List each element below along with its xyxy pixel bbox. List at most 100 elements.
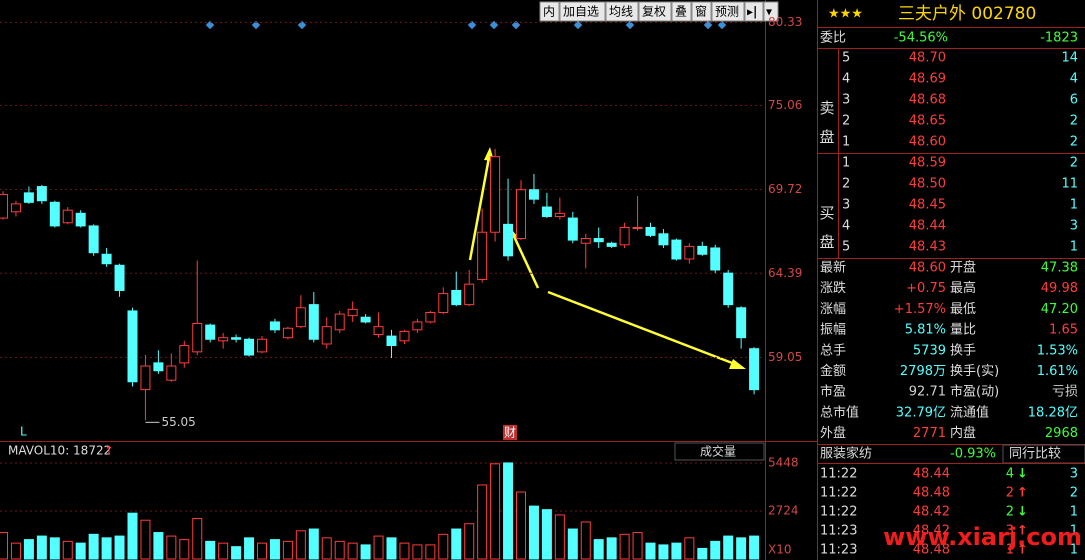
toolbar-button[interactable] (638, 1, 672, 22)
stat-label: 换手(实) (950, 364, 999, 379)
y-tick-label: 80.33 (768, 15, 802, 29)
volume-bar (308, 528, 319, 560)
volume-bar (153, 532, 164, 560)
volume-bar (347, 542, 358, 560)
candle-body (645, 227, 656, 236)
level: 4 (842, 219, 850, 234)
candle-body (257, 338, 267, 353)
volume-selector[interactable] (674, 442, 765, 461)
candle-body (658, 233, 669, 246)
candle-body (593, 238, 604, 243)
trade-count: 3 (1070, 467, 1078, 482)
candle-body (244, 338, 255, 356)
toolbar-button[interactable] (691, 1, 712, 22)
volume: 2 (1070, 156, 1078, 171)
toolbar-button[interactable] (763, 1, 779, 22)
stat-label: 市盈(动) (950, 384, 999, 400)
stat-label: 涨跌 (820, 280, 846, 296)
stock-title: 三夫户外 002780 (898, 4, 1036, 24)
candle-body (321, 326, 332, 345)
candle-body (0, 193, 8, 219)
candle-body (580, 238, 591, 244)
trade-count: 2 (1070, 486, 1078, 501)
stat-label: 金额 (820, 363, 846, 379)
toolbar-button[interactable] (711, 1, 745, 22)
stat-label: 内盘 (950, 425, 976, 441)
volume-bar (88, 533, 99, 560)
volume-bar (671, 542, 682, 560)
toolbar-button[interactable] (539, 1, 560, 22)
low-label: 55.05 (161, 415, 195, 429)
price: 48.45 (909, 198, 946, 213)
candle-body (412, 321, 423, 331)
candle-body (218, 337, 229, 342)
volume-bar (282, 540, 293, 560)
volume: 1 (1070, 198, 1078, 213)
stat-value: 48.60 (909, 261, 946, 276)
volume-bar (684, 537, 695, 560)
ratio-diff: -1823 (1040, 31, 1078, 46)
candle-body (295, 307, 306, 328)
volume-unit: X10 (768, 543, 792, 557)
y-tick-label: 59.05 (768, 350, 802, 364)
candle-body (308, 304, 319, 340)
volume-bar (0, 532, 8, 560)
volume-bar (257, 542, 267, 560)
candle-body (619, 227, 630, 246)
trade-count: 1 (1070, 524, 1078, 539)
volume-bar (192, 517, 203, 560)
marker-box (503, 425, 517, 440)
y-tick-label: 2724 (768, 503, 799, 517)
candle-body (75, 212, 86, 227)
volume-bar (140, 519, 151, 560)
volume: 11 (1061, 177, 1078, 192)
candle-body (671, 239, 682, 260)
volume-bar (386, 537, 397, 560)
candle-body (205, 324, 216, 340)
price: 48.68 (909, 93, 946, 108)
candle-body (710, 247, 721, 271)
volume-bar (567, 528, 578, 560)
stat-value: 18.28亿 (1028, 405, 1078, 420)
watermark: www.xiarj.com (883, 523, 1082, 551)
toolbar-button[interactable] (671, 1, 692, 22)
y-tick-label: 5448 (768, 455, 799, 469)
side-label: 买盘 (818, 205, 836, 263)
price: 48.60 (909, 135, 946, 150)
trade-price: 48.42 (913, 505, 950, 520)
stat-label: 量比 (950, 323, 976, 338)
volume-bar (632, 532, 643, 560)
price: 48.70 (909, 51, 946, 66)
toolbar-button[interactable] (605, 1, 639, 22)
volume-bar (451, 528, 462, 560)
candle-body (360, 316, 371, 323)
volume-title: MAVOL10: 18722 (8, 444, 111, 458)
volume-bar (321, 537, 332, 560)
candle-body (399, 330, 410, 342)
volume-bar (580, 521, 591, 560)
stat-value: 5739 (913, 343, 946, 358)
toolbar-button[interactable] (744, 1, 764, 22)
volume-bar (23, 539, 34, 560)
toolbar-label: 复权 (642, 5, 666, 19)
candle-body (464, 283, 475, 306)
candle-body (127, 310, 138, 383)
toolbar-button[interactable] (559, 1, 606, 22)
stat-value: 5.81% (905, 323, 946, 338)
candle-body (723, 272, 734, 306)
volume-bar (101, 537, 112, 560)
level: 5 (842, 51, 850, 66)
trade-time: 11:22 (820, 505, 857, 520)
stat-value: 1.65 (1049, 323, 1078, 338)
candle-body (373, 326, 384, 336)
volume-bar (62, 540, 73, 560)
stat-label: 市盈 (820, 384, 846, 400)
candle-body (632, 227, 643, 229)
trade-volume: 4 (1006, 467, 1014, 482)
stat-label: 换手 (950, 343, 976, 358)
volume-bar (645, 542, 656, 560)
volume-bar (36, 535, 47, 560)
trade-count: 1 (1070, 505, 1078, 520)
candle-body (749, 348, 760, 391)
